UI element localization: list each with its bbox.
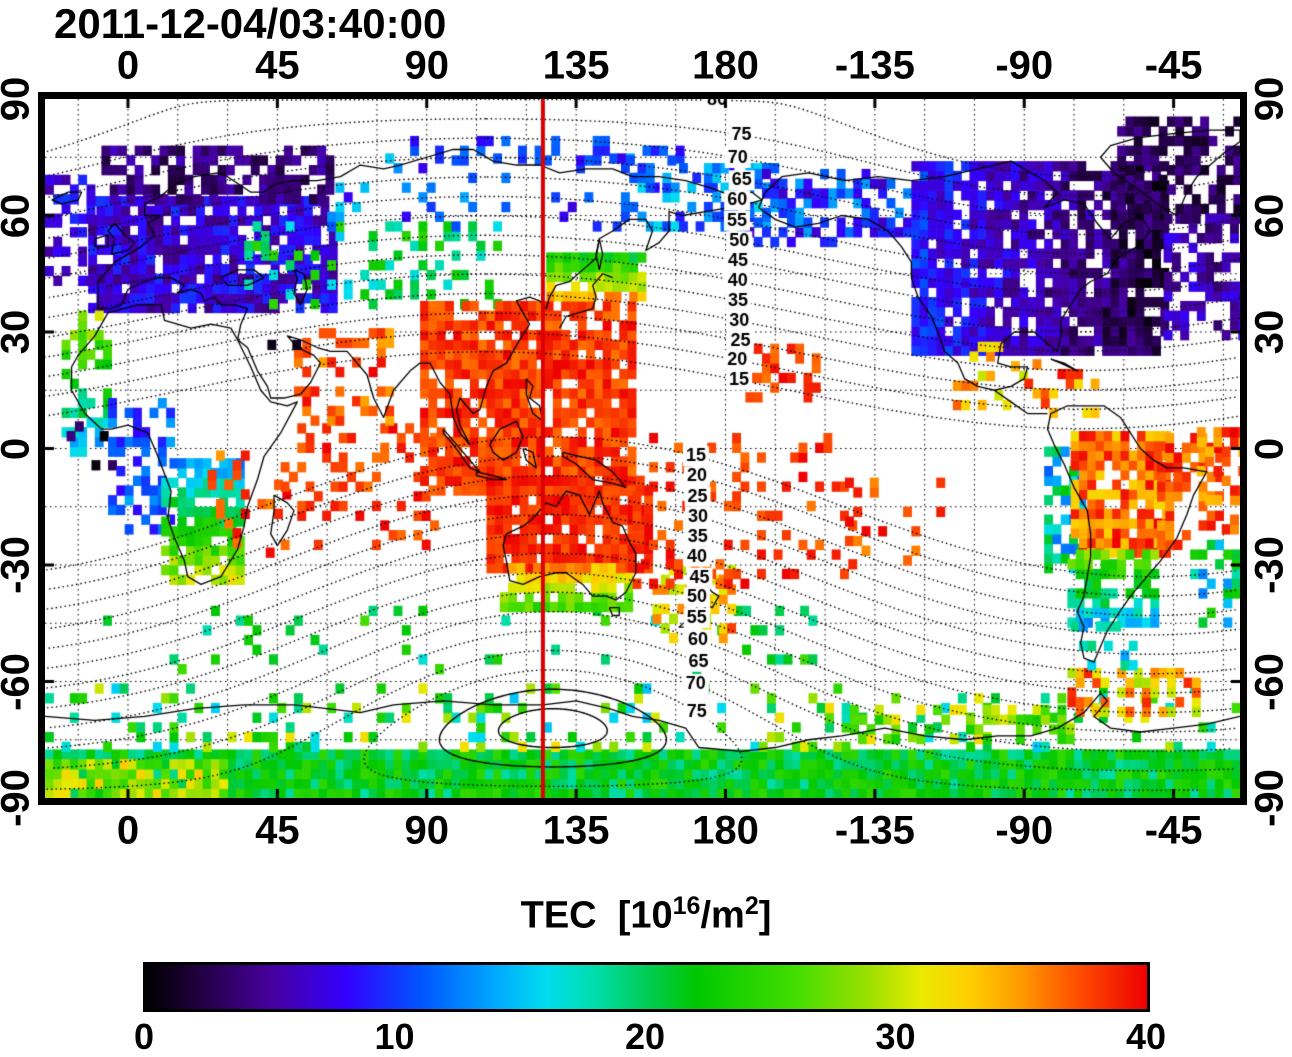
colorbar-title-exponent2: 2	[744, 892, 759, 920]
lon-tick-top: 180	[692, 43, 759, 88]
lon-tick-top: 0	[116, 43, 140, 88]
colorbar-tick-label: 0	[133, 1016, 155, 1057]
colorbar	[143, 962, 1150, 1012]
lon-tick-top: 90	[404, 43, 449, 88]
lon-tick-top: 135	[542, 43, 610, 88]
timestamp-title: 2011-12-04/03:40:00	[54, 0, 447, 47]
map-frame	[38, 92, 1247, 805]
lat-tick-left: -30	[0, 536, 38, 594]
colorbar-title-prefix: TEC [10	[520, 894, 673, 937]
lon-tick-bottom: 0	[116, 808, 140, 853]
colorbar-title-suffix: ]	[758, 894, 772, 937]
colorbar-title-mid: /m	[700, 894, 745, 937]
colorbar-tick-label: 30	[875, 1016, 916, 1057]
lon-tick-top: -45	[1144, 43, 1203, 88]
lat-tick-right: 60	[1247, 193, 1292, 238]
lon-tick-top: 45	[255, 43, 300, 88]
lon-tick-bottom: 135	[542, 808, 610, 853]
colorbar-gradient	[146, 965, 1147, 1009]
lon-tick-bottom: 180	[692, 808, 759, 853]
lat-tick-left: 30	[0, 309, 38, 355]
lat-tick-right: -90	[1247, 769, 1292, 827]
lon-tick-bottom: 45	[255, 808, 300, 853]
lat-tick-right: 90	[1247, 76, 1292, 122]
lat-tick-right: 0	[1247, 437, 1292, 460]
lon-tick-top: -135	[834, 43, 915, 88]
colorbar-title-exponent16: 16	[672, 892, 701, 920]
lat-tick-left: -60	[0, 652, 38, 711]
colorbar-tick-label: 10	[374, 1016, 415, 1057]
lon-tick-bottom: -45	[1144, 808, 1203, 853]
lon-tick-top: -90	[995, 43, 1054, 88]
lat-tick-left: 60	[0, 193, 38, 238]
colorbar-tick-label: 40	[1125, 1016, 1167, 1057]
colorbar-tick-label: 20	[624, 1016, 666, 1057]
tec-map-canvas	[45, 99, 1240, 798]
lat-tick-left: 0	[0, 437, 39, 459]
colorbar-title: TEC [1016/m2]	[0, 892, 1292, 938]
lon-tick-bottom: 90	[404, 808, 449, 853]
lat-tick-right: -30	[1247, 536, 1292, 594]
lat-tick-left: 90	[0, 76, 38, 122]
lat-tick-right: 30	[1247, 309, 1292, 355]
lon-tick-bottom: -135	[834, 808, 915, 853]
lat-tick-right: -60	[1247, 652, 1292, 711]
lat-tick-left: -90	[0, 769, 38, 827]
lon-tick-bottom: -90	[995, 808, 1054, 853]
